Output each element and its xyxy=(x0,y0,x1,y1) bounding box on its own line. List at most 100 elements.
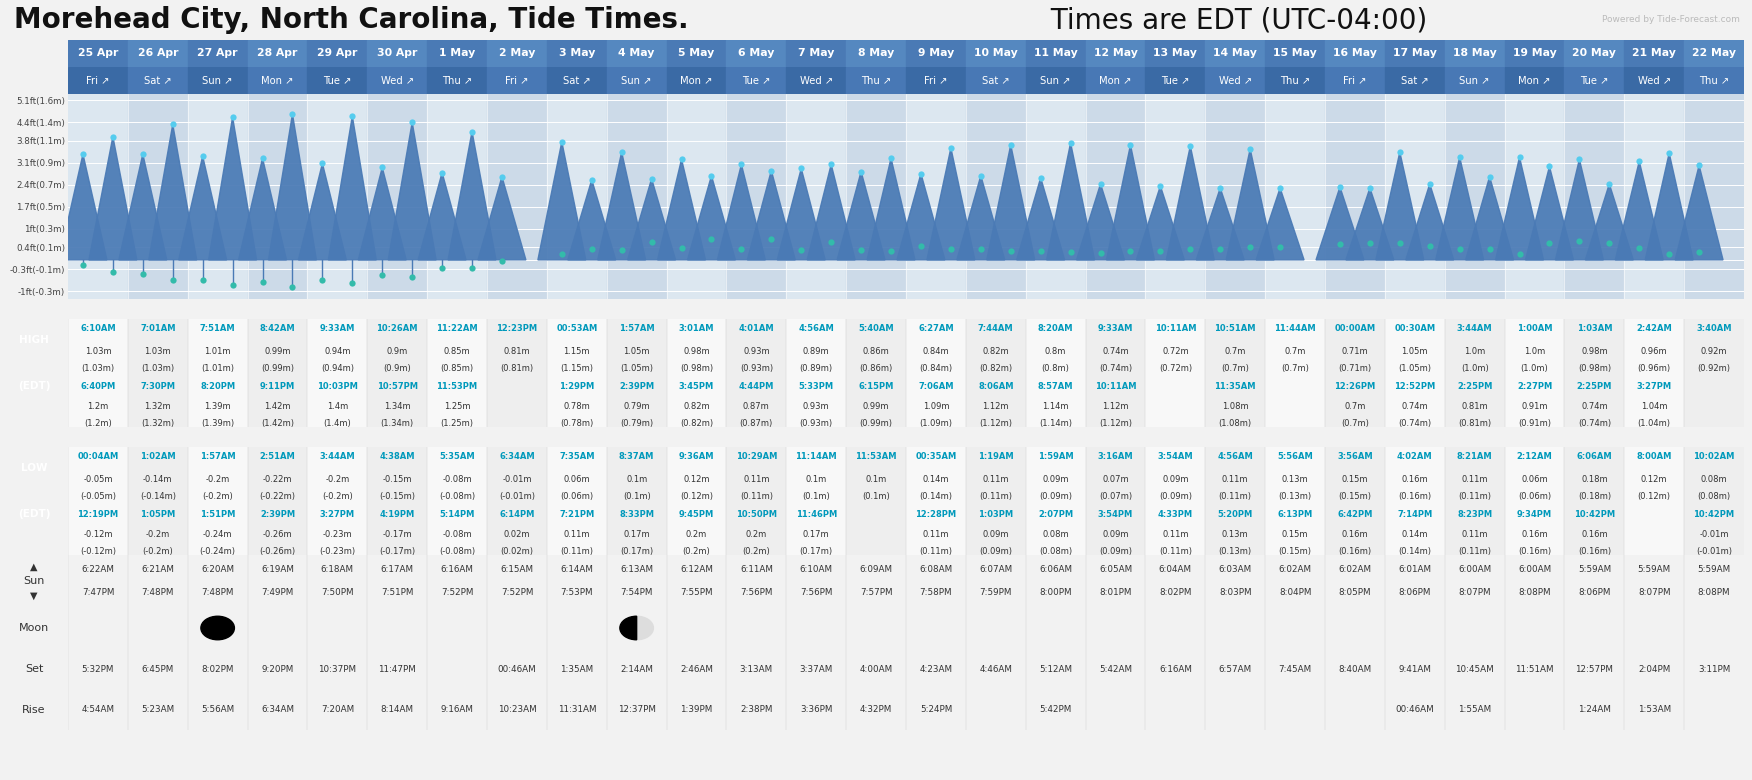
Bar xyxy=(1325,94,1384,299)
Text: 0.84m: 0.84m xyxy=(923,347,950,356)
Text: 1:24AM: 1:24AM xyxy=(1579,705,1610,714)
Text: 0.82m: 0.82m xyxy=(683,402,710,411)
Bar xyxy=(1565,94,1624,299)
Bar xyxy=(1086,40,1146,67)
Text: (0.93m): (0.93m) xyxy=(799,420,832,428)
Bar xyxy=(1265,319,1325,427)
Text: (0.09m): (0.09m) xyxy=(979,548,1013,556)
Text: (1.08m): (1.08m) xyxy=(1219,420,1251,428)
Bar xyxy=(547,40,606,67)
Bar xyxy=(128,67,187,94)
Text: (0.98m): (0.98m) xyxy=(680,364,713,374)
Polygon shape xyxy=(568,179,615,260)
Text: 0.16m: 0.16m xyxy=(1521,530,1547,539)
Bar xyxy=(427,40,487,67)
Text: 1.15m: 1.15m xyxy=(564,347,590,356)
Text: 1:57AM: 1:57AM xyxy=(618,324,655,333)
Text: (0.18m): (0.18m) xyxy=(1579,492,1610,502)
Text: 6:05AM: 6:05AM xyxy=(1099,565,1132,574)
Bar xyxy=(1565,67,1624,94)
Text: 1 May: 1 May xyxy=(440,48,475,58)
Bar xyxy=(307,67,368,94)
Bar xyxy=(1384,319,1445,427)
Text: 12:23PM: 12:23PM xyxy=(496,324,538,333)
Bar xyxy=(787,319,846,427)
Text: 0.08m: 0.08m xyxy=(1042,530,1069,539)
Text: Wed ↗: Wed ↗ xyxy=(1219,76,1253,86)
Text: (1.4m): (1.4m) xyxy=(324,420,350,428)
Text: 00:30AM: 00:30AM xyxy=(1395,324,1435,333)
Text: (0.13m): (0.13m) xyxy=(1219,548,1251,556)
Text: (1.39m): (1.39m) xyxy=(201,420,235,428)
Text: 8:08PM: 8:08PM xyxy=(1698,588,1731,597)
Text: 7:44AM: 7:44AM xyxy=(978,324,1014,333)
Text: (1.32m): (1.32m) xyxy=(142,420,175,428)
Bar xyxy=(247,319,307,427)
Text: 5:24PM: 5:24PM xyxy=(920,705,951,714)
Text: 0.74m: 0.74m xyxy=(1580,402,1608,411)
Bar xyxy=(487,40,547,67)
Bar xyxy=(1146,40,1205,67)
Text: 1:05PM: 1:05PM xyxy=(140,509,175,519)
Bar xyxy=(846,40,906,67)
Bar xyxy=(1205,40,1265,67)
Bar xyxy=(487,447,547,555)
Text: 1.0m: 1.0m xyxy=(1465,347,1486,356)
Bar xyxy=(1265,447,1325,555)
Bar xyxy=(187,67,247,94)
Text: (0.8m): (0.8m) xyxy=(1042,364,1069,374)
Text: (0.16m): (0.16m) xyxy=(1339,548,1372,556)
Text: (0.16m): (0.16m) xyxy=(1398,492,1431,502)
Text: 21 May: 21 May xyxy=(1633,48,1677,58)
Text: Sun ↗: Sun ↗ xyxy=(1041,76,1070,86)
Text: 1.25m: 1.25m xyxy=(443,402,470,411)
Text: (0.96m): (0.96m) xyxy=(1638,364,1671,374)
Text: 5:32PM: 5:32PM xyxy=(82,665,114,674)
Bar xyxy=(606,94,666,299)
Text: -0.2m: -0.2m xyxy=(326,475,349,484)
Polygon shape xyxy=(1466,177,1514,260)
Text: 11 May: 11 May xyxy=(1034,48,1077,58)
Text: Wed ↗: Wed ↗ xyxy=(799,76,832,86)
Bar xyxy=(368,67,427,94)
Text: 0.1m: 0.1m xyxy=(806,475,827,484)
Text: 0.74m: 0.74m xyxy=(1402,402,1428,411)
Text: 4:23AM: 4:23AM xyxy=(920,665,953,674)
Bar xyxy=(68,447,128,555)
Polygon shape xyxy=(478,177,526,260)
Text: 1:39PM: 1:39PM xyxy=(680,705,713,714)
Bar xyxy=(487,319,547,427)
Polygon shape xyxy=(1167,146,1214,260)
Text: (0.12m): (0.12m) xyxy=(1638,492,1671,502)
Text: 11:53AM: 11:53AM xyxy=(855,452,897,462)
Bar xyxy=(846,67,906,94)
Text: 5:59AM: 5:59AM xyxy=(1698,565,1731,574)
Text: 7:53PM: 7:53PM xyxy=(561,588,592,597)
Text: (0.16m): (0.16m) xyxy=(1517,548,1551,556)
Text: 0.96m: 0.96m xyxy=(1642,347,1668,356)
Text: 0.13m: 0.13m xyxy=(1221,530,1249,539)
Text: -0.17m: -0.17m xyxy=(382,530,412,539)
Text: (0.81m): (0.81m) xyxy=(501,364,534,374)
Text: (0.14m): (0.14m) xyxy=(1398,548,1431,556)
Text: 10:11AM: 10:11AM xyxy=(1095,381,1137,391)
Text: 5 May: 5 May xyxy=(678,48,715,58)
Text: 0.16m: 0.16m xyxy=(1580,530,1608,539)
Bar xyxy=(1025,447,1086,555)
Text: 4:56AM: 4:56AM xyxy=(799,324,834,333)
Text: 18 May: 18 May xyxy=(1452,48,1496,58)
Bar xyxy=(727,319,787,427)
Text: -0.26m: -0.26m xyxy=(263,530,293,539)
Text: 1.14m: 1.14m xyxy=(1042,402,1069,411)
Bar xyxy=(1025,40,1086,67)
Bar xyxy=(1445,94,1505,299)
Text: 3:44AM: 3:44AM xyxy=(319,452,356,462)
Polygon shape xyxy=(89,136,137,260)
Bar xyxy=(727,40,787,67)
Text: (0.2m): (0.2m) xyxy=(683,548,710,556)
Text: 9 May: 9 May xyxy=(918,48,955,58)
Text: 1.12m: 1.12m xyxy=(1102,402,1128,411)
Text: 11:53PM: 11:53PM xyxy=(436,381,478,391)
Text: (0.1m): (0.1m) xyxy=(802,492,830,502)
Text: 5:12AM: 5:12AM xyxy=(1039,665,1072,674)
